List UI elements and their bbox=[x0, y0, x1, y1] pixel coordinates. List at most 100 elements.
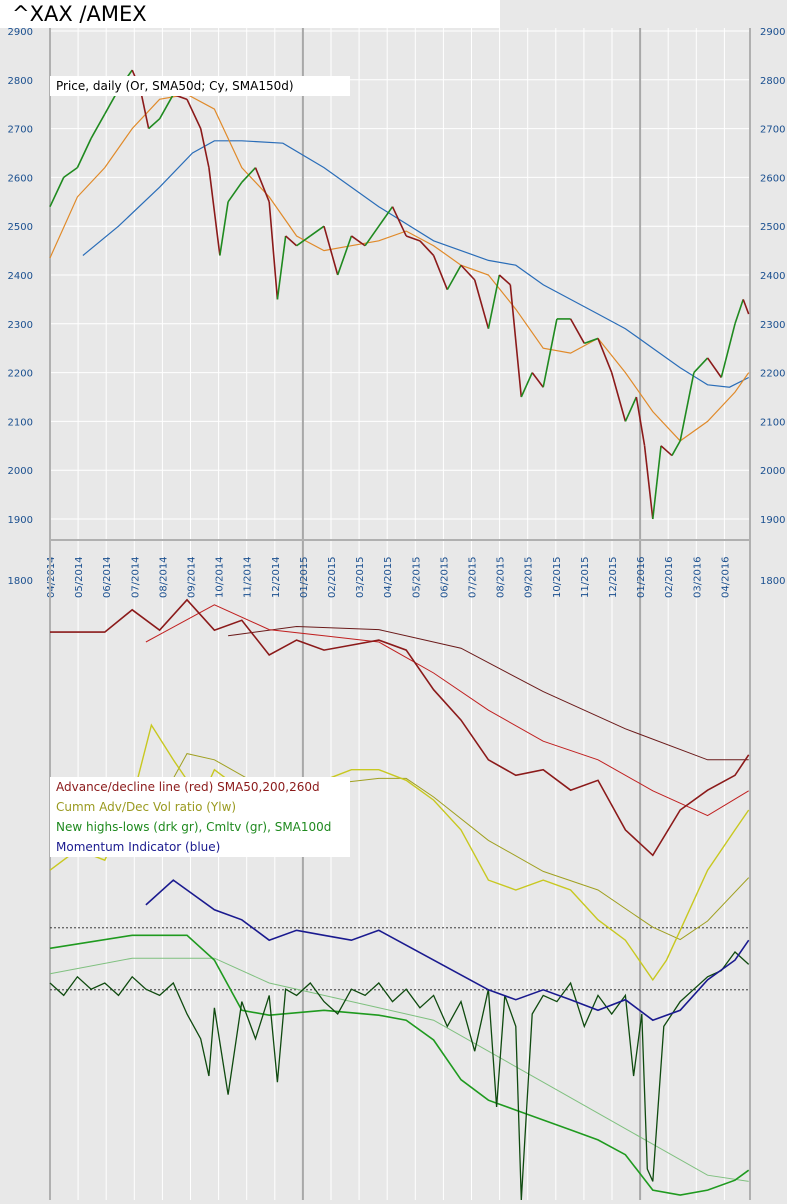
new-highs-lows-line bbox=[49, 951, 750, 1201]
legend-new-highs-lows: New highs-lows (drk gr), Cmltv (gr), SMA… bbox=[56, 820, 332, 834]
x-tick-label: 06/2014 bbox=[102, 556, 113, 598]
y-tick-label-left: 2700 bbox=[8, 125, 33, 136]
x-tick-label: 02/2016 bbox=[664, 556, 675, 598]
y-tick-label-right: 2600 bbox=[760, 173, 785, 184]
legend-momentum: Momentum Indicator (blue) bbox=[56, 840, 221, 854]
y-tick-label-right: 2800 bbox=[760, 76, 785, 87]
y-tick-label-left: 2500 bbox=[8, 222, 33, 233]
y-tick-label-right: 2100 bbox=[760, 417, 785, 428]
price-segment bbox=[643, 445, 654, 520]
price-segment bbox=[734, 299, 744, 325]
price-segment bbox=[336, 235, 353, 276]
price-segment bbox=[584, 337, 599, 345]
cumulative-hl-line bbox=[49, 934, 750, 1196]
price-segment bbox=[268, 201, 279, 300]
sma50-line bbox=[49, 93, 750, 442]
y-tick-label-left: 2800 bbox=[8, 76, 33, 87]
y-tick-label-right: 2400 bbox=[760, 271, 785, 282]
x-tick-label: 10/2015 bbox=[552, 556, 563, 598]
price-segment bbox=[241, 167, 257, 183]
price-segment bbox=[542, 318, 558, 388]
price-legend: Price, daily (Or, SMA50d; Cy, SMA150d) bbox=[50, 76, 350, 96]
price-segment bbox=[276, 235, 287, 300]
x-tick-label: 04/2016 bbox=[720, 556, 731, 598]
price-segment bbox=[76, 138, 92, 168]
x-tick-label: 05/2015 bbox=[411, 556, 422, 598]
y-tick-label-right: 2900 bbox=[760, 27, 785, 38]
y-tick-label-right: 2000 bbox=[760, 466, 785, 477]
vol-ratio-sma-line bbox=[159, 753, 750, 941]
price-segment bbox=[671, 440, 681, 456]
y-tick-label-left: 2600 bbox=[8, 173, 33, 184]
x-tick-label: 06/2015 bbox=[439, 556, 450, 598]
y-tick-label-left: 2000 bbox=[8, 466, 33, 477]
x-tick-label: 11/2014 bbox=[243, 556, 254, 598]
vol-ratio-line bbox=[49, 723, 750, 982]
price-segment bbox=[90, 113, 106, 139]
price-segment bbox=[652, 445, 662, 520]
y-tick-label-left: 2200 bbox=[8, 369, 33, 380]
price-segment bbox=[487, 274, 501, 329]
price-segment bbox=[635, 396, 646, 446]
price-segment bbox=[148, 118, 161, 130]
y-tick-label-left: 1900 bbox=[8, 515, 33, 526]
price-segment bbox=[531, 372, 544, 388]
y-tick-label-right: 1800 bbox=[760, 576, 785, 587]
x-tick-label: 04/2015 bbox=[383, 556, 394, 598]
y-tick-label-left: 2900 bbox=[8, 27, 33, 38]
x-tick-label: 01/2016 bbox=[636, 556, 647, 598]
x-tick-label: 12/2014 bbox=[271, 556, 282, 598]
legend-vol-ratio: Cumm Adv/Dec Vol ratio (Ylw) bbox=[56, 800, 237, 814]
price-segment bbox=[679, 372, 695, 442]
x-tick-label: 08/2014 bbox=[158, 556, 169, 598]
y-tick-label-right: 2200 bbox=[760, 369, 785, 380]
cumulative-sma-line bbox=[49, 957, 749, 1182]
y-tick-label-right: 1900 bbox=[760, 515, 785, 526]
price-segment bbox=[296, 235, 311, 247]
x-tick-label: 09/2015 bbox=[524, 556, 535, 598]
price-segment bbox=[520, 372, 533, 398]
price-segment bbox=[199, 128, 210, 168]
price-segment bbox=[208, 167, 221, 256]
price-segment bbox=[460, 264, 476, 281]
price-segment bbox=[432, 255, 449, 290]
x-tick-label: 07/2014 bbox=[130, 556, 141, 598]
chart-title: ^XAX /AMEX bbox=[0, 0, 500, 28]
price-segment bbox=[254, 167, 270, 203]
price-segment bbox=[139, 89, 150, 129]
momentum-line bbox=[145, 879, 750, 1022]
price-segment bbox=[419, 240, 435, 257]
price-segment bbox=[323, 225, 339, 276]
x-tick-label: 05/2014 bbox=[74, 556, 85, 598]
price-segment bbox=[742, 299, 750, 315]
price-segment bbox=[364, 225, 380, 247]
x-tick-label: 04/2014 bbox=[46, 556, 57, 598]
price-segment bbox=[285, 235, 298, 247]
price-segment bbox=[49, 177, 65, 208]
price-segment bbox=[473, 279, 490, 329]
legend-ad-line: Advance/decline line (red) SMA50,200,260… bbox=[56, 780, 320, 794]
price-segment bbox=[720, 323, 736, 378]
price-segment bbox=[219, 201, 229, 256]
x-tick-label: 11/2015 bbox=[580, 556, 591, 598]
price-segment bbox=[693, 357, 709, 374]
sma150-line bbox=[82, 140, 749, 388]
ad-line bbox=[50, 598, 750, 857]
y-tick-label-right: 2700 bbox=[760, 125, 785, 136]
price-segment bbox=[227, 181, 243, 203]
x-tick-label: 10/2014 bbox=[215, 556, 226, 598]
indicator-legend: Advance/decline line (red) SMA50,200,260… bbox=[50, 777, 350, 857]
price-segment bbox=[405, 235, 421, 242]
price-segment bbox=[446, 264, 462, 291]
x-tick-label: 08/2015 bbox=[496, 556, 507, 598]
price-segment bbox=[597, 338, 613, 373]
price-segment bbox=[610, 372, 627, 422]
price-segment bbox=[391, 206, 407, 237]
ad-sma-long-line bbox=[228, 625, 749, 761]
x-tick-label: 03/2016 bbox=[692, 556, 703, 598]
x-tick-label: 07/2015 bbox=[468, 556, 479, 598]
x-tick-label: 12/2015 bbox=[608, 556, 619, 598]
x-tick-label: 09/2014 bbox=[187, 556, 198, 598]
